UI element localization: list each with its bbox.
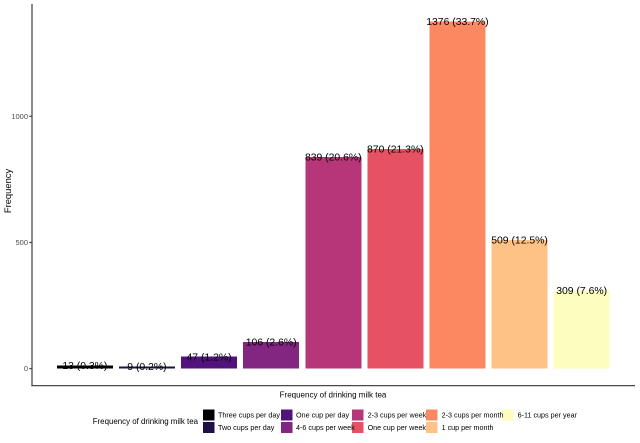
svg-text:Frequency of drinking milk tea: Frequency of drinking milk tea (93, 417, 199, 426)
svg-text:0: 0 (24, 364, 28, 373)
svg-text:2-3 cups per week: 2-3 cups per week (368, 410, 427, 419)
svg-text:9 (0.2%): 9 (0.2%) (127, 362, 166, 373)
svg-text:500: 500 (15, 238, 28, 247)
svg-text:839 (20.6%): 839 (20.6%) (305, 152, 362, 163)
svg-text:106 (2.6%): 106 (2.6%) (246, 337, 297, 348)
svg-text:870 (21.3%): 870 (21.3%) (367, 145, 424, 156)
svg-text:1376 (33.7%): 1376 (33.7%) (426, 17, 488, 28)
svg-text:Frequency of drinking milk tea: Frequency of drinking milk tea (280, 390, 387, 399)
svg-text:One cup per day: One cup per day (296, 410, 350, 419)
svg-text:Three cups per day: Three cups per day (218, 410, 280, 419)
svg-text:509 (12.5%): 509 (12.5%) (491, 236, 548, 247)
svg-text:1 cup per month: 1 cup per month (442, 423, 494, 432)
svg-text:47 (1.2%): 47 (1.2%) (187, 352, 232, 363)
svg-text:Two cups per day: Two cups per day (218, 423, 275, 432)
svg-text:309 (7.6%): 309 (7.6%) (556, 286, 607, 297)
svg-text:2-3 cups per month: 2-3 cups per month (442, 410, 504, 419)
svg-text:1000: 1000 (11, 112, 28, 121)
svg-text:Frequency: Frequency (2, 169, 13, 214)
svg-text:4-6 cups per week: 4-6 cups per week (296, 423, 355, 432)
svg-text:One cup per week: One cup per week (368, 423, 427, 432)
svg-text:13 (0.3%): 13 (0.3%) (62, 361, 107, 372)
svg-text:6-11 cups per year: 6-11 cups per year (518, 410, 578, 419)
